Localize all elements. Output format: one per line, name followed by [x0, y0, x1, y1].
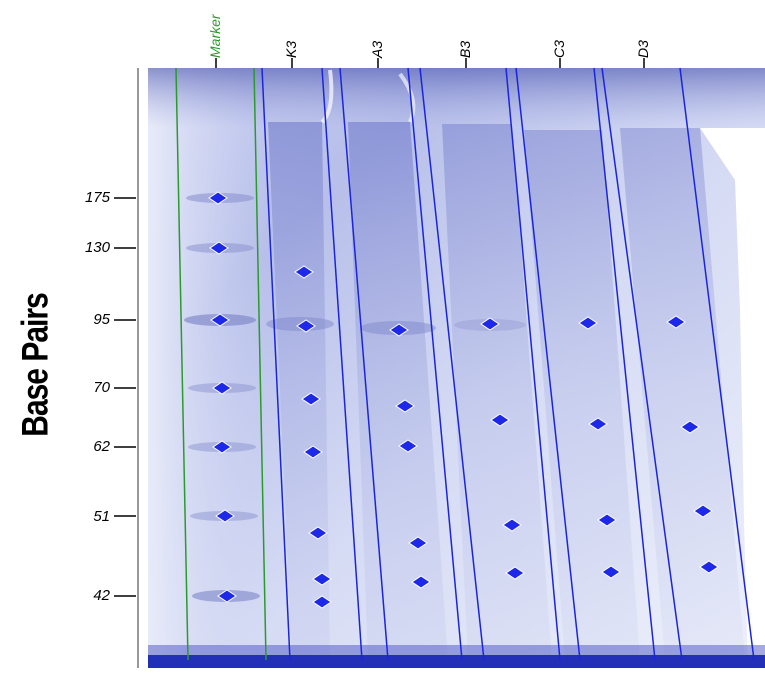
band-marker [601, 565, 621, 579]
bp-label-95: 95 [93, 311, 110, 328]
band-marker [217, 589, 237, 603]
band-marker [209, 241, 229, 255]
gel-bottom-dye-glow [148, 645, 765, 655]
band-markers-c3 [578, 316, 621, 579]
lane-boundary-b3-right [505, 67, 561, 661]
band-marker [693, 504, 713, 518]
band-marker [411, 575, 431, 589]
band-marker [389, 323, 409, 337]
band-markers-k3 [294, 265, 332, 609]
lane-boundary-a3-right [407, 67, 463, 661]
band-marker [588, 417, 608, 431]
lane-boundary-d3-left [601, 67, 683, 661]
lane-boundary-c3-left [515, 67, 581, 661]
lane-boundary-c3-right [593, 67, 656, 661]
band-marker [212, 381, 232, 395]
gel-cut-edge [700, 128, 765, 668]
band-marker [312, 595, 332, 609]
lane-boundary-marker-right [253, 67, 267, 661]
band-markers-a3 [389, 323, 431, 589]
band-marker-group [208, 191, 719, 609]
well-k3 [268, 122, 330, 660]
bp-label-62: 62 [93, 438, 110, 455]
band-marker [680, 420, 700, 434]
band-marker [502, 518, 522, 532]
band-marker [296, 319, 316, 333]
comb-artifact [320, 69, 334, 124]
well-d3 [620, 128, 745, 660]
band-marker [215, 509, 235, 523]
band-marker [480, 317, 500, 331]
lane-boundary-d3-right [679, 67, 755, 661]
bp-label-51: 51 [93, 508, 110, 525]
band-marker [408, 536, 428, 550]
bp-label-42: 42 [93, 587, 110, 604]
band-marker [312, 572, 332, 586]
lane-boundary-k3-right [321, 67, 363, 661]
band-marker [597, 513, 617, 527]
band-marker [395, 399, 415, 413]
lane-boundary-marker-left [175, 67, 189, 661]
well-a3 [348, 122, 448, 660]
band-marker [490, 413, 510, 427]
lane-boundary-k3-left [261, 67, 291, 661]
bp-label-130: 130 [84, 239, 110, 256]
band-marker [301, 392, 321, 406]
gel-left-fade [148, 68, 268, 668]
gel-bottom-dye-front [148, 655, 765, 668]
band-marker [208, 191, 228, 205]
band-marker [578, 316, 598, 330]
comb-artifact-2 [398, 72, 416, 123]
band-marker [398, 439, 418, 453]
band-marker [294, 265, 314, 279]
band-marker [210, 313, 230, 327]
band-marker [666, 315, 686, 329]
well-c3 [524, 130, 640, 660]
band-marker [699, 560, 719, 574]
band-marker [308, 526, 328, 540]
band-marker [505, 566, 525, 580]
band-marker [303, 445, 323, 459]
gel-top-shadow [148, 68, 765, 128]
lane-boundary-b3-left [419, 67, 485, 661]
band-markers-b3 [480, 317, 525, 580]
bp-label-175: 175 [84, 189, 110, 206]
band-markers-marker [208, 191, 237, 603]
lane-boundary-a3-left [339, 67, 389, 661]
band-marker [212, 440, 232, 454]
band-markers-d3 [666, 315, 719, 574]
bp-label-70: 70 [93, 379, 110, 396]
